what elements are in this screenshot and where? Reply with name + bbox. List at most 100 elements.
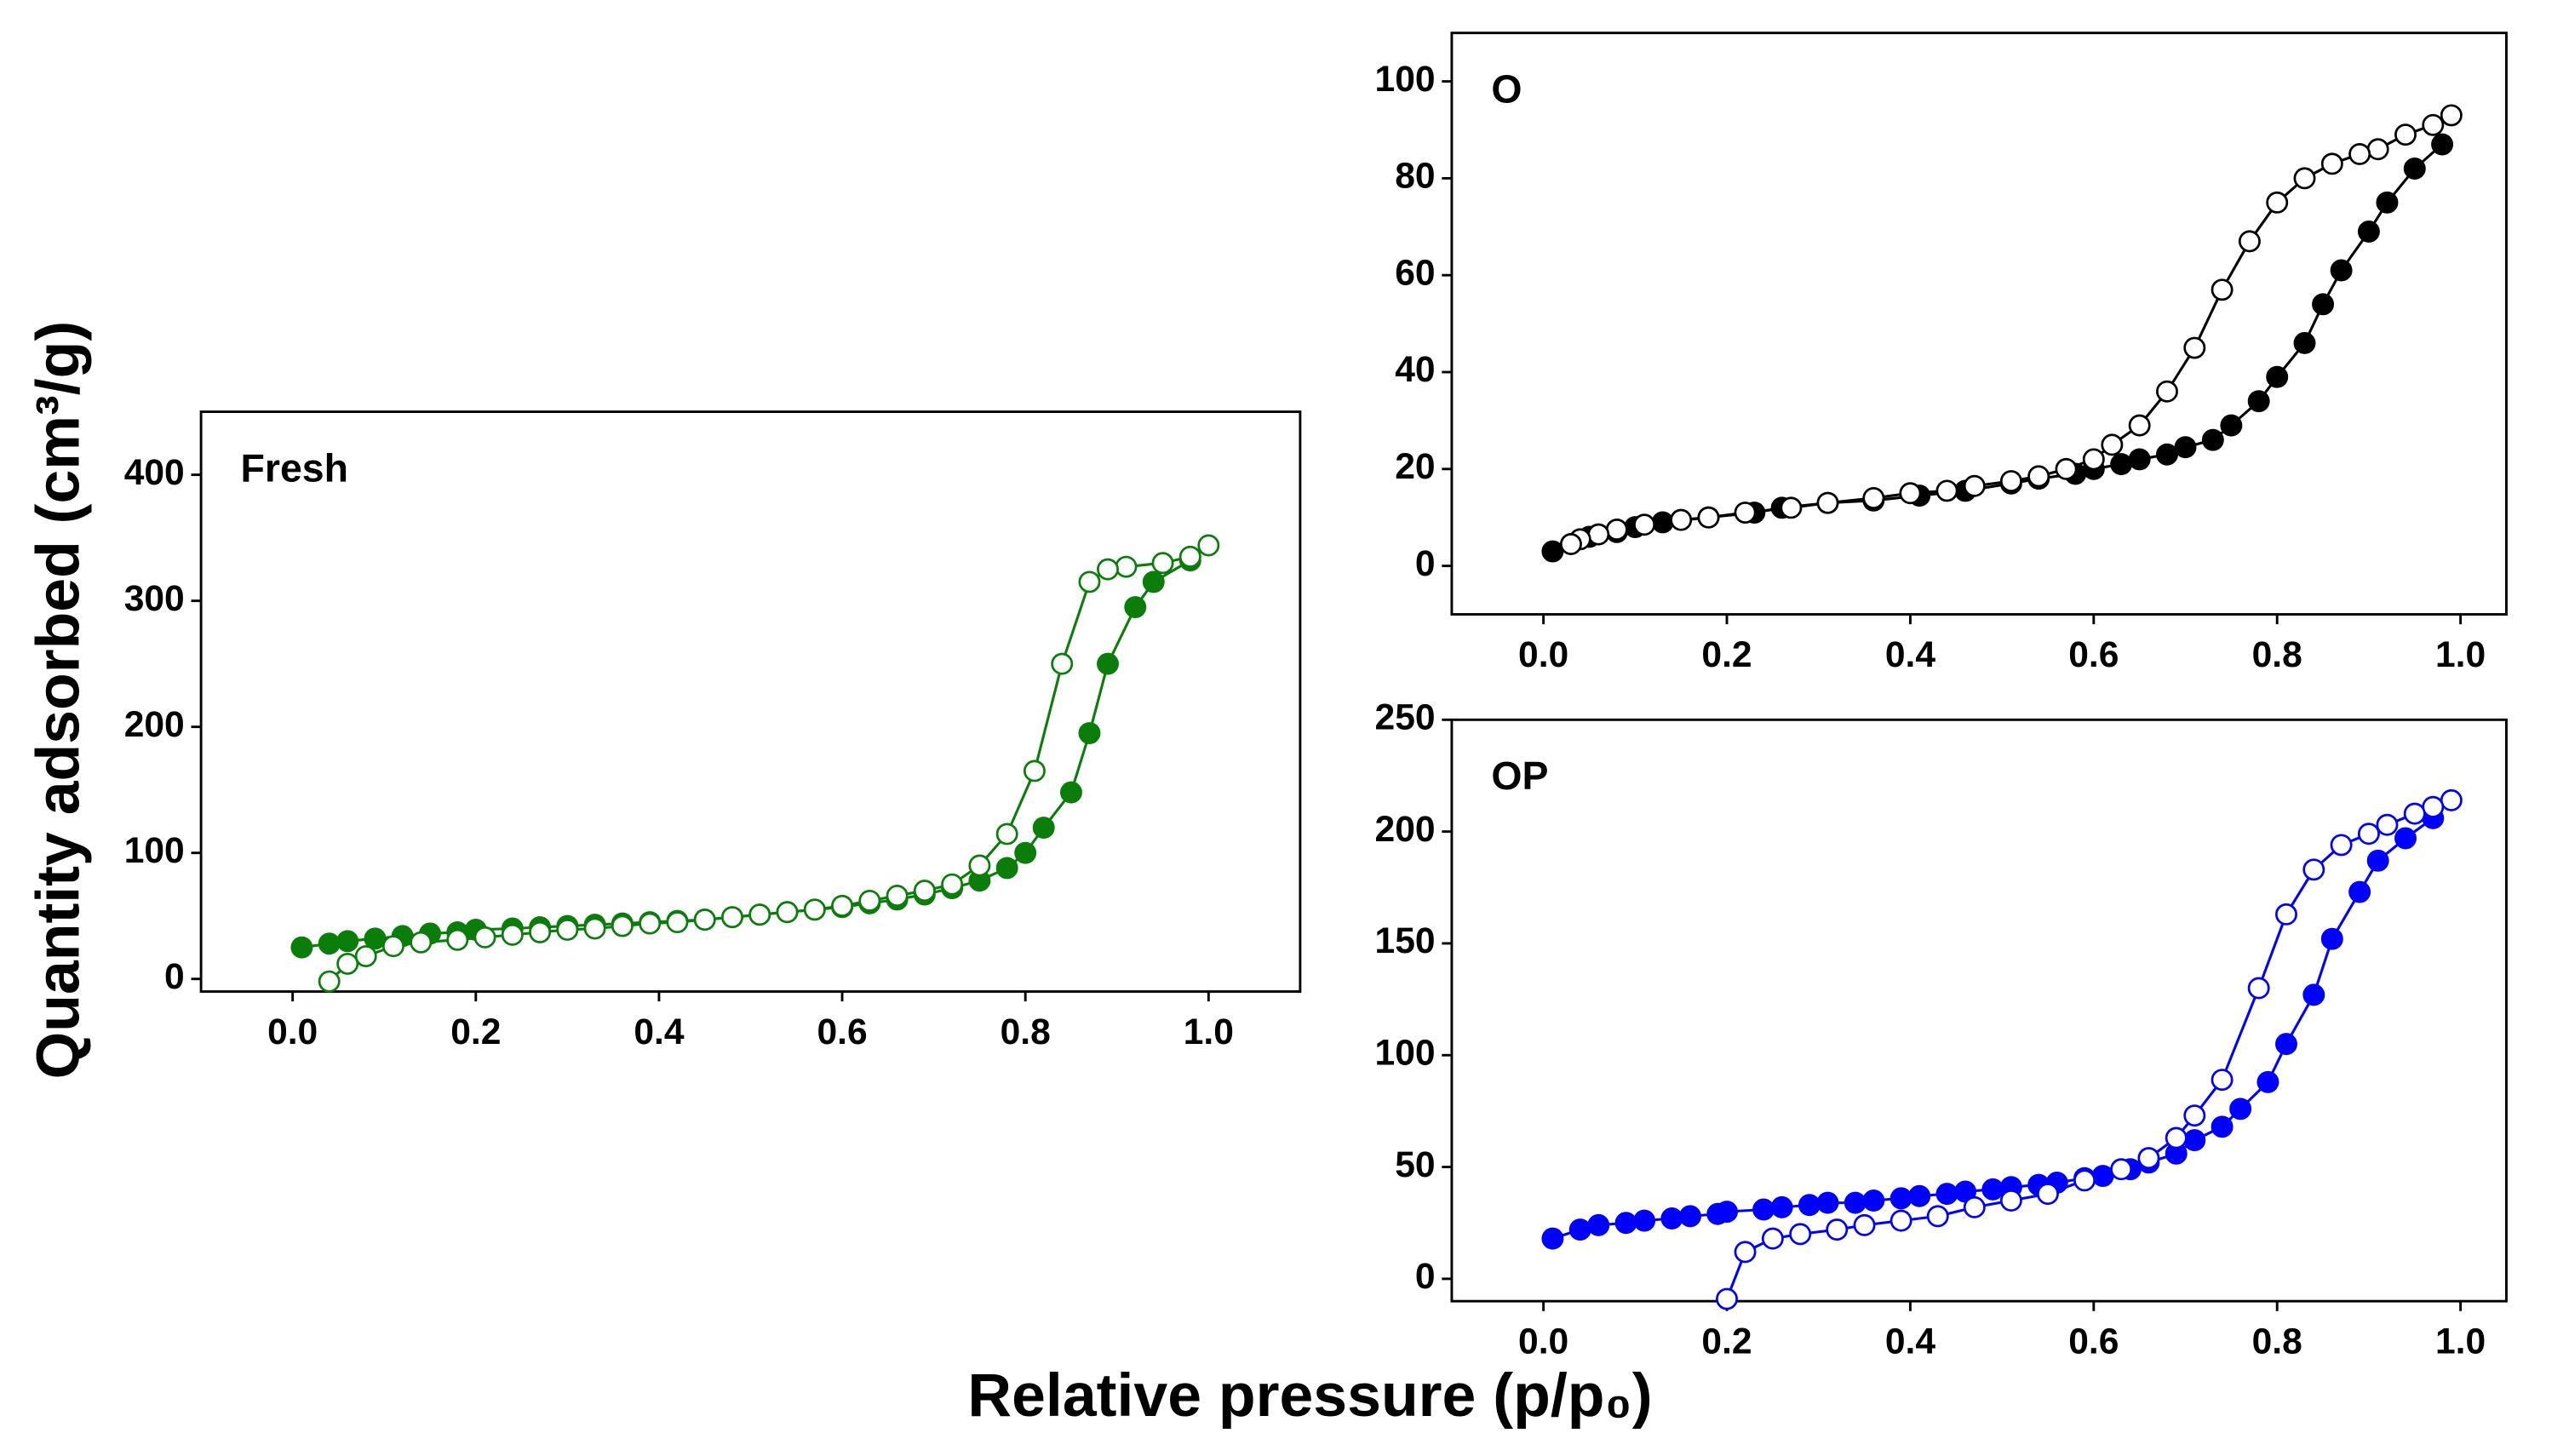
data-point xyxy=(556,919,579,941)
x-tick-label: 0.2 xyxy=(1701,634,1752,675)
data-point xyxy=(2357,221,2380,243)
data-point xyxy=(858,889,881,912)
data-point xyxy=(1999,1189,2022,1212)
data-point xyxy=(1142,570,1165,593)
y-tick-label: 100 xyxy=(1375,59,1436,100)
x-tick-label: 0.4 xyxy=(1885,634,1935,675)
data-point xyxy=(2110,1158,2133,1181)
data-point xyxy=(748,903,771,926)
y-tick-label: 100 xyxy=(124,830,185,871)
x-tick-label: 0.0 xyxy=(1518,634,1568,675)
data-point xyxy=(1798,1194,1821,1217)
data-point xyxy=(364,927,387,950)
data-point xyxy=(2320,152,2343,175)
data-point xyxy=(2101,433,2124,456)
data-point xyxy=(2183,336,2206,359)
data-point xyxy=(2220,414,2243,437)
data-point xyxy=(1633,513,1656,536)
y-tick-label: 100 xyxy=(1375,1033,1436,1074)
data-point xyxy=(410,931,433,954)
y-tick-label: 0 xyxy=(1415,1256,1436,1297)
data-point xyxy=(2174,436,2197,459)
data-point xyxy=(1014,841,1037,864)
x-tick-label: 1.0 xyxy=(2435,1321,2486,1362)
data-point xyxy=(2128,448,2151,471)
y-tick-label: 200 xyxy=(1375,809,1436,850)
data-point xyxy=(2110,453,2133,476)
data-point xyxy=(2055,457,2078,480)
data-point xyxy=(2073,1169,2096,1192)
y-tick-label: 50 xyxy=(1395,1144,1435,1185)
data-point xyxy=(803,898,826,921)
data-point xyxy=(1770,1195,1793,1218)
data-point xyxy=(831,894,854,917)
data-point xyxy=(2302,858,2325,881)
data-point xyxy=(2238,230,2261,253)
data-point xyxy=(529,920,552,943)
plot-frame xyxy=(1450,718,2508,1303)
data-point xyxy=(2431,133,2454,156)
data-point xyxy=(2211,278,2234,301)
y-tick-label: 60 xyxy=(1395,252,1435,293)
data-point xyxy=(1078,722,1101,745)
data-point xyxy=(1697,506,1720,529)
data-point xyxy=(666,911,689,934)
data-point xyxy=(318,970,341,993)
data-point xyxy=(1789,1223,1812,1246)
data-point xyxy=(1935,479,1958,502)
data-point xyxy=(2330,834,2353,857)
data-point xyxy=(1816,491,1839,514)
data-point xyxy=(2211,1115,2234,1138)
data-point xyxy=(2403,158,2426,180)
data-point xyxy=(473,926,496,949)
y-tick-label: 250 xyxy=(1375,697,1436,738)
data-point xyxy=(1060,781,1082,804)
data-point xyxy=(1780,496,1803,519)
data-point xyxy=(2247,977,2270,1000)
data-point xyxy=(1568,1218,1591,1241)
x-tick-label: 0.8 xyxy=(2252,634,2302,675)
data-point xyxy=(2156,380,2178,403)
x-tick-label: 0.0 xyxy=(1518,1321,1568,1362)
data-point xyxy=(2275,1033,2297,1056)
y-tick-label: 0 xyxy=(164,956,185,997)
data-point xyxy=(1032,817,1055,840)
data-point xyxy=(2201,428,2224,451)
data-point xyxy=(1981,1178,2004,1201)
x-tick-label: 0.8 xyxy=(1001,1012,1051,1052)
data-point xyxy=(1587,523,1610,546)
data-point xyxy=(2394,123,2417,146)
data-point xyxy=(1614,1212,1637,1235)
data-point xyxy=(354,945,377,968)
y-tick-label: 0 xyxy=(1415,543,1436,584)
data-point xyxy=(1678,1205,1701,1228)
y-tick-label: 300 xyxy=(124,578,185,619)
data-point xyxy=(2211,1069,2234,1092)
data-point xyxy=(1178,545,1201,568)
data-point xyxy=(2256,1070,2279,1093)
y-tick-label: 20 xyxy=(1395,446,1435,487)
x-tick-label: 1.0 xyxy=(2435,634,2486,675)
data-point xyxy=(2293,331,2316,354)
x-tick-label: 0.6 xyxy=(817,1012,867,1052)
plot-frame xyxy=(199,410,1302,993)
data-point xyxy=(721,906,743,929)
data-point xyxy=(1935,1183,1958,1206)
data-point xyxy=(995,857,1018,880)
data-point xyxy=(1078,570,1101,593)
panel-label: Fresh xyxy=(241,446,348,490)
data-point xyxy=(941,873,964,896)
data-point xyxy=(1844,1191,1867,1214)
data-point xyxy=(2366,138,2389,161)
data-point xyxy=(1023,760,1046,782)
data-point xyxy=(2394,827,2417,850)
x-tick-label: 0.4 xyxy=(634,1012,684,1052)
data-point xyxy=(501,923,524,946)
data-point xyxy=(2037,1183,2059,1206)
data-point xyxy=(2266,191,2289,214)
data-point xyxy=(968,854,991,877)
data-point xyxy=(2183,1129,2206,1152)
data-point xyxy=(2302,983,2325,1006)
data-point xyxy=(583,917,606,940)
data-point xyxy=(1761,1227,1784,1250)
